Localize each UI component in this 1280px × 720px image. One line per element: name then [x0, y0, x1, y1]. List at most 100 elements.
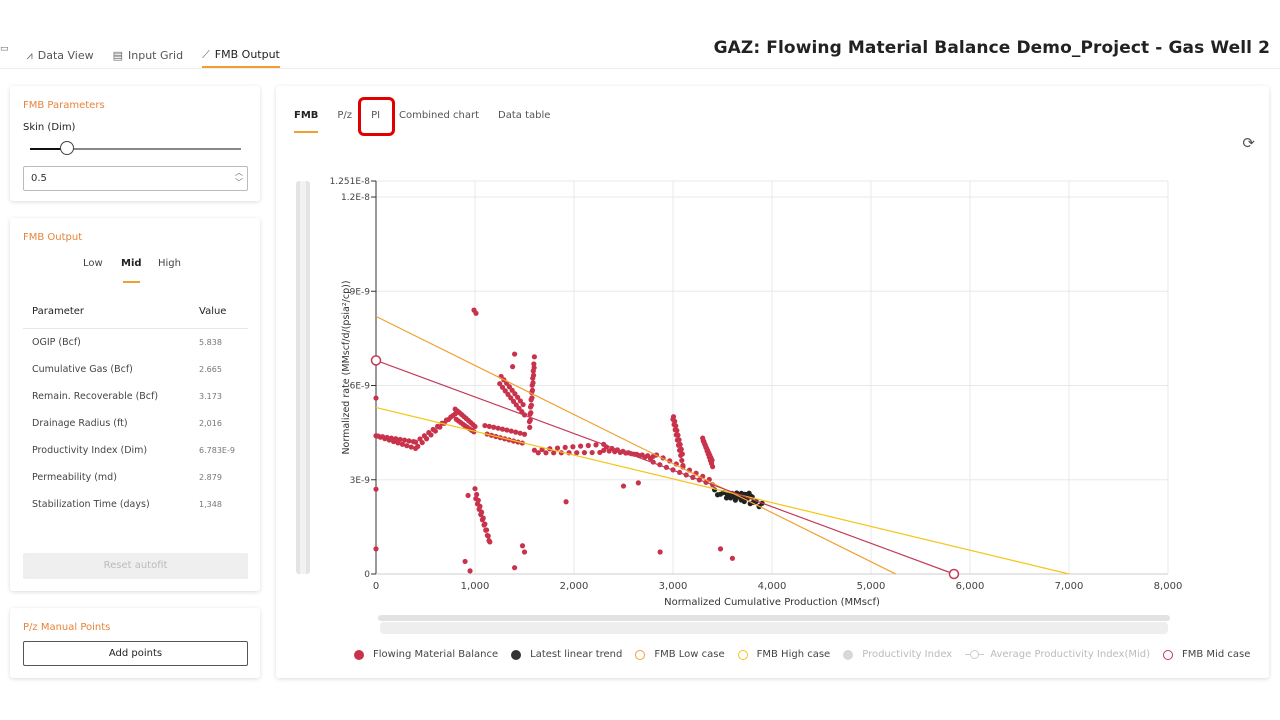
- fmb-point: [574, 450, 580, 456]
- add-points-button[interactable]: Add points: [23, 641, 248, 666]
- fmb-point: [483, 527, 489, 533]
- tab-pi[interactable]: PI: [371, 110, 381, 121]
- tab-fmb[interactable]: FMB: [294, 100, 319, 133]
- fmb-point: [426, 430, 432, 436]
- y-tick-label: 3E-9: [350, 476, 371, 486]
- fmb-point: [521, 431, 528, 437]
- fmb-point: [700, 473, 706, 479]
- fmb-point: [441, 420, 447, 426]
- fmb-point: [502, 388, 508, 394]
- latest-trend-point: [711, 487, 718, 493]
- legend-dot-icon: [511, 649, 522, 660]
- tab-data-table[interactable]: Data table: [498, 110, 551, 121]
- skin-slider-thumb[interactable]: [60, 141, 74, 155]
- fmb-point: [529, 387, 536, 393]
- fmb-point: [593, 442, 599, 448]
- chevron-down-icon[interactable]: ﹀: [235, 178, 243, 187]
- fmb-point: [530, 368, 536, 374]
- fmb-point: [679, 457, 685, 464]
- tab-pz[interactable]: P/z: [337, 110, 353, 121]
- y-tick-label: 0: [364, 570, 370, 580]
- chevron-up-icon[interactable]: ︿: [235, 168, 243, 177]
- skin-input[interactable]: 0.5 ︿ ﹀: [23, 166, 248, 191]
- refresh-icon[interactable]: ⟳: [1242, 134, 1255, 152]
- page-title: GAZ: Flowing Material Balance Demo_Proje…: [713, 38, 1270, 58]
- legend-item[interactable]: Flowing Material Balance: [354, 649, 498, 660]
- case-high-tab[interactable]: High: [158, 258, 181, 269]
- tab-combined-chart[interactable]: Combined chart: [399, 110, 480, 121]
- fmb-point: [510, 438, 517, 444]
- fmb-point: [527, 417, 533, 423]
- panel-toggle-icon[interactable]: ▭: [0, 44, 9, 54]
- fmb-point: [703, 479, 709, 485]
- fmb-point: [462, 423, 468, 429]
- fmb-point: [650, 453, 656, 459]
- fmb-point: [647, 455, 654, 462]
- case-low-tab[interactable]: Low: [83, 258, 103, 269]
- legend-item[interactable]: FMB Low case: [635, 649, 725, 660]
- x-tick-label: 8,000: [1154, 581, 1183, 592]
- fmb-point: [597, 449, 603, 456]
- fmb-point: [457, 410, 463, 416]
- legend-item[interactable]: FMB High case: [737, 649, 830, 660]
- legend-item[interactable]: FMB Mid case: [1163, 649, 1250, 660]
- param-value: 2.665: [199, 365, 222, 374]
- fmb-point: [642, 454, 648, 460]
- nav-fmb-output[interactable]: ⟋ FMB Output: [202, 34, 280, 68]
- legend-item[interactable]: Productivity Index: [843, 649, 952, 660]
- fmb-point: [657, 462, 663, 468]
- fmb-point: [628, 451, 634, 457]
- param-value: 3.173: [199, 392, 222, 401]
- fmb-point: [446, 416, 452, 423]
- latest-trend-point: [753, 498, 759, 505]
- fmb-point: [373, 433, 379, 439]
- legend-dot-icon: [354, 649, 364, 660]
- skin-stepper[interactable]: ︿ ﹀: [235, 168, 243, 188]
- fmb-point: [495, 425, 501, 431]
- fmb-point: [481, 522, 487, 528]
- x-tick-label: 3,000: [659, 581, 688, 592]
- chart-panel: FMB P/z PI Combined chart Data table ⟳ 0…: [276, 86, 1269, 678]
- fmb-point: [702, 441, 708, 448]
- fmb-point: [443, 417, 449, 423]
- nav-data-view[interactable]: ⩘ Data View: [27, 34, 94, 68]
- fmb-point: [706, 476, 712, 483]
- fmb-point: [484, 532, 490, 539]
- top-bar: ▭ ⩘ Data View ▤ Input Grid ⟋ FMB Output …: [0, 0, 1280, 69]
- fmb-parameters-title: FMB Parameters: [23, 100, 105, 111]
- fmb-point: [439, 420, 445, 426]
- fmb-point: [708, 455, 714, 461]
- fmb-point: [675, 442, 682, 448]
- fmb-point: [437, 424, 443, 430]
- fmb-parameters-panel: FMB Parameters Skin (Dim) 0.5 ︿ ﹀: [10, 86, 260, 201]
- case-mid-tab[interactable]: Mid: [121, 258, 142, 269]
- table-row: Cumulative Gas (Bcf) 2.665: [23, 356, 248, 383]
- fmb-point: [674, 437, 680, 443]
- fmb-point: [705, 451, 711, 457]
- fmb-point: [531, 447, 537, 453]
- param-name: Cumulative Gas (Bcf): [32, 364, 133, 375]
- pz-manual-panel: P/z Manual Points Add points: [10, 608, 260, 678]
- fmb-point: [530, 372, 537, 378]
- fmb-point: [531, 361, 537, 367]
- fmb-point: [465, 417, 471, 424]
- skin-slider-track[interactable]: [30, 148, 241, 150]
- latest-trend-point: [744, 495, 751, 501]
- y-axis-label: Normalized rate (MMscf/d/(psia²/cp)): [341, 280, 352, 454]
- fmb-point: [471, 429, 477, 435]
- legend-item[interactable]: Average Productivity Index(Mid): [965, 649, 1150, 660]
- fmb-point: [417, 436, 423, 442]
- fmb-point: [504, 380, 510, 386]
- fmb-point: [671, 421, 677, 428]
- fmb-point: [465, 492, 471, 499]
- fmb-point: [520, 401, 526, 408]
- fmb-point: [517, 398, 523, 404]
- fmb-point: [617, 449, 623, 455]
- mid-case-endpoint: [370, 355, 382, 366]
- nav-input-grid[interactable]: ▤ Input Grid: [113, 34, 183, 68]
- reset-autofit-button[interactable]: Reset autofit: [23, 553, 248, 579]
- fmb-point: [475, 497, 481, 503]
- legend-item[interactable]: Latest linear trend: [511, 649, 622, 660]
- fmb-point: [690, 474, 696, 481]
- fmb-point: [620, 483, 627, 489]
